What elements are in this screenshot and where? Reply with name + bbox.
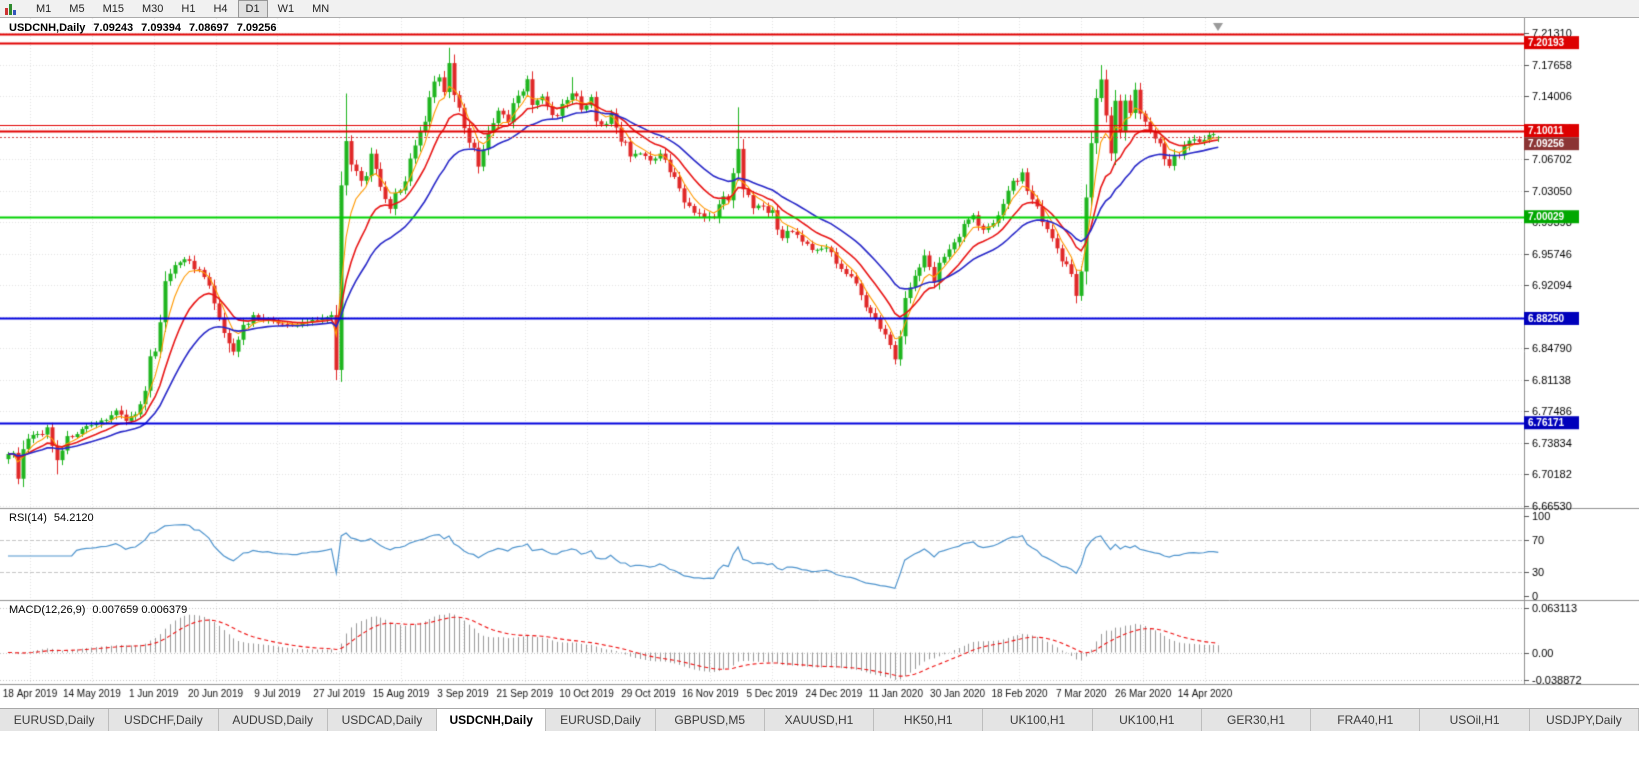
symbol-tab-usdcad-daily-3[interactable]: USDCAD,Daily bbox=[327, 709, 438, 731]
symbol-tab-ger30-h1-11[interactable]: GER30,H1 bbox=[1201, 709, 1312, 731]
symbol-title: USDCNH,Daily bbox=[9, 22, 86, 34]
timeframe-buttons: M1 M5 M15 M30 H1 H4 D1 W1 MN bbox=[27, 0, 338, 18]
timeframe-button-m30[interactable]: M30 bbox=[134, 0, 171, 18]
top-toolbar: M1 M5 M15 M30 H1 H4 D1 W1 MN bbox=[0, 0, 1639, 18]
rsi-name: RSI(14) bbox=[9, 512, 47, 524]
timeframe-button-w1[interactable]: W1 bbox=[270, 0, 303, 18]
symbol-tabbar: EURUSD,Daily USDCHF,Daily AUDUSD,Daily USDC… bbox=[0, 708, 1639, 731]
symbol-tab-usdchf-daily-1[interactable]: USDCHF,Daily bbox=[109, 709, 219, 731]
symbol-tab-gbpusd-m5-6[interactable]: GBPUSD,M5 bbox=[655, 709, 765, 731]
timeframe-button-d1[interactable]: D1 bbox=[237, 0, 268, 18]
symbol-tab-fra40-h1-12[interactable]: FRA40,H1 bbox=[1311, 709, 1421, 731]
timeframe-button-h4[interactable]: H4 bbox=[205, 0, 235, 18]
ohlc-close: 7.09256 bbox=[236, 22, 277, 34]
macd-values: 0.007659 0.006379 bbox=[92, 604, 188, 616]
timeframe-button-m1[interactable]: M1 bbox=[28, 0, 59, 18]
symbol-tab-uk100-h1-10[interactable]: UK100,H1 bbox=[1092, 709, 1202, 731]
symbol-tab-hk50-h1-8[interactable]: HK50,H1 bbox=[874, 709, 984, 731]
chart-canvas[interactable] bbox=[0, 18, 1639, 708]
ohlc-low: 7.08697 bbox=[188, 22, 229, 34]
symbol-tab-usdjpy-daily-14[interactable]: USDJPY,Daily bbox=[1529, 709, 1639, 731]
ohlc-open: 7.09243 bbox=[93, 22, 134, 34]
timeframe-button-h1[interactable]: H1 bbox=[173, 0, 203, 18]
chart-title-overlay: USDCNH,Daily 7.09243 7.09394 7.08697 7.09256 bbox=[9, 22, 284, 34]
timeframe-button-mn[interactable]: MN bbox=[304, 0, 337, 18]
rsi-indicator-label: RSI(14) 54.2120 bbox=[9, 512, 101, 524]
timeframe-button-m5[interactable]: M5 bbox=[61, 0, 92, 18]
symbol-tab-uk100-h1-9[interactable]: UK100,H1 bbox=[983, 709, 1093, 731]
symbol-tab-usoil-h1-13[interactable]: USOil,H1 bbox=[1420, 709, 1530, 731]
ohlc-high: 7.09394 bbox=[141, 22, 181, 34]
rsi-value: 54.2120 bbox=[53, 512, 94, 524]
macd-name: MACD(12,26,9) bbox=[9, 604, 86, 616]
symbol-tab-audusd-daily-2[interactable]: AUDUSD,Daily bbox=[218, 709, 328, 731]
macd-indicator-label: MACD(12,26,9) 0.007659 0.006379 bbox=[9, 604, 194, 616]
symbol-tab-eurusd-daily-5[interactable]: EURUSD,Daily bbox=[546, 709, 656, 731]
symbol-tab-xauusd-h1-7[interactable]: XAUUSD,H1 bbox=[764, 709, 875, 731]
timeframe-button-m15[interactable]: M15 bbox=[95, 0, 132, 18]
chart-type-icon[interactable] bbox=[5, 3, 17, 15]
symbol-tab-eurusd-daily-0[interactable]: EURUSD,Daily bbox=[0, 709, 110, 731]
symbol-tab-usdcnh-daily-4[interactable]: USDCNH,Daily bbox=[437, 709, 547, 731]
